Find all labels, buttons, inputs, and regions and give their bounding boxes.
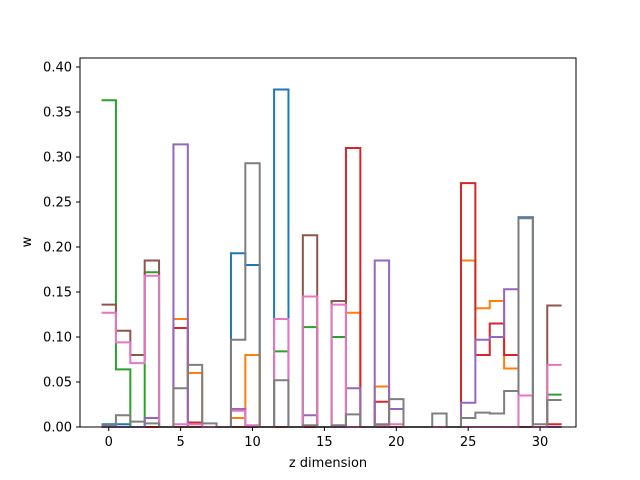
- y-tick-label: 0.05: [43, 376, 72, 391]
- x-tick-label: 5: [176, 435, 184, 450]
- y-tick-label: 0.40: [43, 61, 72, 76]
- x-tick-label: 20: [388, 435, 405, 450]
- y-axis-ticks: 0.00 0.05 0.10 0.15 0.20 0.25 0.30 0.35 0.40: [43, 61, 80, 436]
- x-tick-label: 15: [316, 435, 333, 450]
- x-tick-label: 0: [105, 435, 113, 450]
- y-tick-label: 0.15: [43, 286, 72, 301]
- x-axis-label: z dimension: [289, 456, 367, 471]
- y-tick-label: 0.25: [43, 196, 72, 211]
- plot-frame: [79, 57, 577, 428]
- x-axis-ticks: 0 5 10 15 20 25 30: [105, 427, 549, 450]
- x-tick-label: 30: [532, 435, 549, 450]
- y-tick-label: 0.10: [43, 331, 72, 346]
- y-tick-label: 0.20: [43, 241, 72, 256]
- y-axis-label: w: [20, 236, 35, 247]
- y-tick-label: 0.35: [43, 106, 72, 121]
- x-tick-label: 25: [460, 435, 477, 450]
- y-tick-label: 0.30: [43, 151, 72, 166]
- y-tick-label: 0.00: [43, 421, 72, 436]
- x-tick-label: 10: [244, 435, 261, 450]
